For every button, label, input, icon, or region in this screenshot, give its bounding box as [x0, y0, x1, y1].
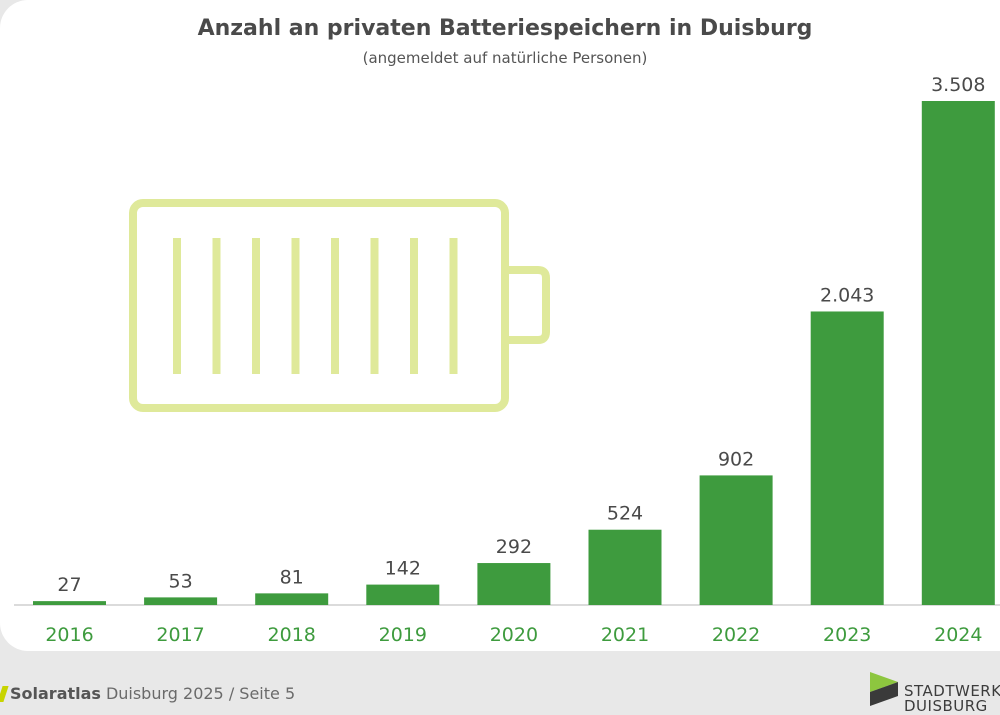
- footer-page-text: Duisburg 2025 / Seite 5: [105, 684, 296, 703]
- x-tick-label-2017: 2017: [156, 624, 204, 646]
- value-label-2024: 3.508: [931, 74, 985, 96]
- x-tick-label-2020: 2020: [490, 624, 538, 646]
- logo-line-1: STADTWERKE: [904, 682, 1000, 700]
- footer-brand: Solaratlas: [10, 684, 101, 703]
- bar-2024: [921, 101, 995, 605]
- x-tick-label-2018: 2018: [268, 624, 316, 646]
- bar-2023: [810, 311, 884, 605]
- value-label-2017: 53: [169, 570, 193, 592]
- bar-chart: 27 2016 53 2017 81 2018 142 2019 292 2020 524 2021 9…: [14, 74, 1000, 646]
- x-tick-label-2019: 2019: [379, 624, 427, 646]
- x-tick-label-2024: 2024: [934, 624, 982, 646]
- bar-2018: [255, 593, 329, 605]
- solaratlas-mark-icon: [0, 685, 9, 702]
- value-label-2023: 2.043: [820, 284, 874, 306]
- value-label-2019: 142: [385, 558, 421, 580]
- stadtwerke-logo-icon: [870, 672, 898, 706]
- battery-icon: [129, 199, 550, 412]
- battery-body: [129, 199, 509, 412]
- x-tick-label-2023: 2023: [823, 624, 871, 646]
- logo-line-2: DUISBURG: [904, 697, 988, 715]
- value-label-2022: 902: [718, 448, 754, 470]
- value-label-2018: 81: [280, 566, 304, 588]
- bar-2021: [588, 529, 662, 605]
- chart-title: Anzahl an privaten Batteriespeichern in …: [197, 16, 813, 41]
- chart-subtitle: (angemeldet auf natürliche Personen): [362, 49, 648, 67]
- x-tick-label-2016: 2016: [45, 624, 93, 646]
- footer-caption: Solaratlas Duisburg 2025 / Seite 5: [0, 684, 295, 703]
- bar-2020: [477, 563, 551, 605]
- bar-2017: [144, 597, 218, 605]
- bar-2019: [366, 584, 440, 605]
- value-label-2016: 27: [57, 574, 81, 596]
- value-label-2021: 524: [607, 503, 643, 525]
- bar-2016: [33, 601, 106, 605]
- x-tick-label-2022: 2022: [712, 624, 760, 646]
- stadtwerke-logo: STADTWERKE DUISBURG: [870, 672, 1000, 714]
- x-tick-label-2021: 2021: [601, 624, 649, 646]
- battery-terminal: [505, 266, 550, 344]
- bar-2022: [699, 475, 773, 605]
- value-label-2020: 292: [496, 536, 532, 558]
